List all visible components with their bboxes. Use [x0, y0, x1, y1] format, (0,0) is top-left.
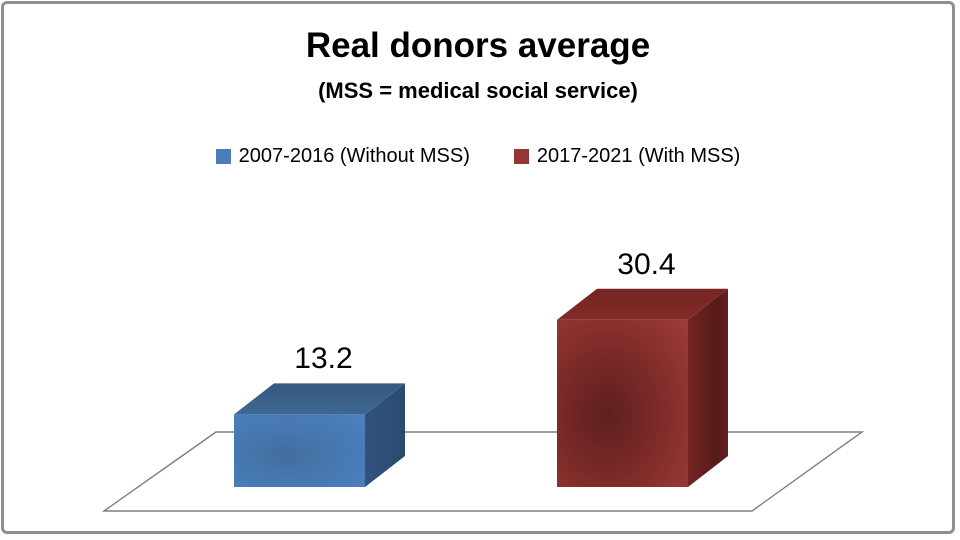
bar-with-mss-top — [557, 288, 728, 320]
chart-title: Real donors average — [305, 26, 651, 65]
bar-with-mss-side — [688, 288, 728, 487]
chart-floor — [101, 431, 865, 512]
legend-label-without-mss: 2007-2016 (Without MSS) — [238, 145, 470, 167]
bars-group — [234, 288, 728, 487]
legend-item-without-mss: 2007-2016 (Without MSS) — [215, 145, 470, 168]
bar-without-mss-top — [234, 383, 405, 415]
bar-without-mss-front — [234, 414, 365, 487]
data-label-without-mss: 13.2 — [294, 342, 353, 376]
plot-area — [101, 288, 865, 512]
bar-without-mss-side — [365, 383, 405, 487]
legend-item-with-mss: 2017-2021 (With MSS) — [513, 145, 741, 168]
data-label-with-mss: 30.4 — [617, 247, 676, 281]
legend-label-with-mss: 2017-2021 (With MSS) — [536, 145, 741, 167]
bar-with-mss-front — [557, 319, 688, 487]
legend: 2007-2016 (Without MSS) 2017-2021 (With … — [4, 145, 952, 168]
legend-marker-blue-icon — [215, 149, 231, 164]
legend-marker-red-icon — [513, 149, 529, 164]
chart-subtitle: (MSS = medical social service) — [318, 78, 638, 103]
